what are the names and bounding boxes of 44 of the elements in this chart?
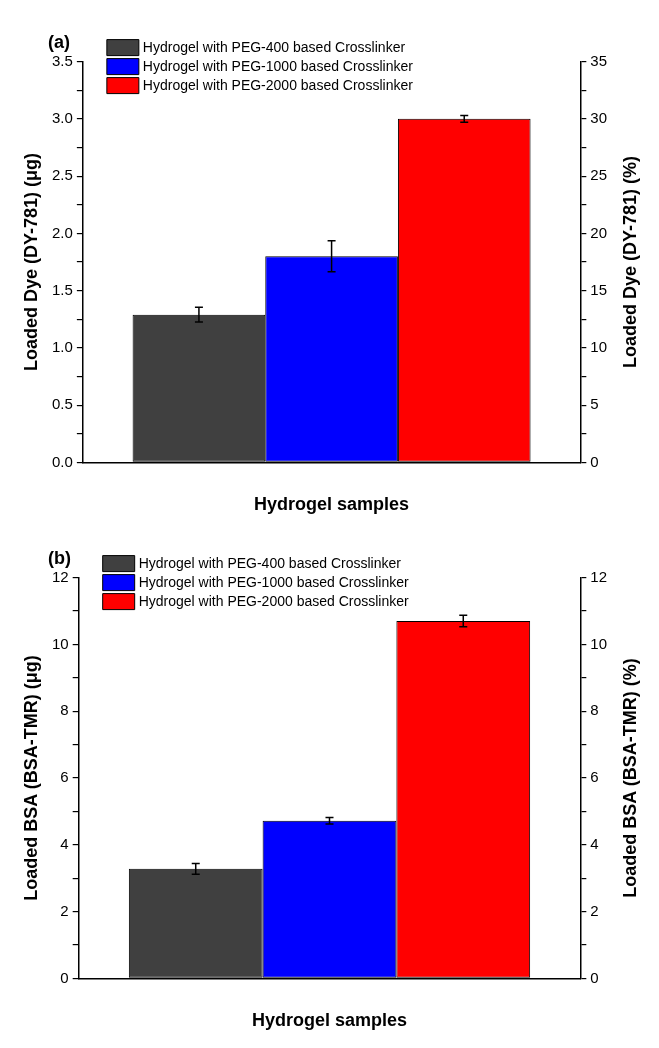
legend-label: Hydrogel with PEG-1000 based Crosslinker xyxy=(138,574,410,591)
y-tick-label: 0 xyxy=(60,968,69,986)
y2-tick-label: 2 xyxy=(590,901,599,919)
y2-tick-label: 8 xyxy=(590,701,599,719)
y-tick-label: 1.5 xyxy=(51,280,73,298)
y2-tick-label: 4 xyxy=(590,834,599,852)
y2-tick-label: 25 xyxy=(590,166,607,184)
x-axis-title: Hydrogel samples xyxy=(254,494,410,515)
y2-tick-label: 15 xyxy=(590,280,607,298)
y-tick-label: 0.5 xyxy=(51,395,73,413)
y-tick-label: 0.0 xyxy=(51,452,73,470)
chart-title: (a) xyxy=(48,31,70,52)
y2-axis-title: Loaded BSA (BSA-TMR) (%) xyxy=(619,658,640,898)
y2-tick-label: 35 xyxy=(590,51,607,69)
y-tick-label: 1.0 xyxy=(51,338,73,356)
legend-label: Hydrogel with PEG-1000 based Crosslinker xyxy=(142,58,414,75)
y2-tick-label: 5 xyxy=(590,395,599,413)
y2-tick-label: 0 xyxy=(590,968,599,986)
y-axis-title: Loaded BSA (BSA-TMR) (μg) xyxy=(20,655,41,901)
legend-label: Hydrogel with PEG-2000 based Crosslinker xyxy=(138,593,410,610)
legend-label: Hydrogel with PEG-400 based Crosslinker xyxy=(138,555,402,572)
y2-tick-label: 30 xyxy=(590,109,607,126)
x-axis-title: Hydrogel samples xyxy=(251,1010,408,1031)
y2-tick-label: 10 xyxy=(590,634,607,652)
legend-label: Hydrogel with PEG-2000 based Crosslinker xyxy=(142,77,414,94)
y-tick-label: 2.5 xyxy=(51,166,73,184)
y-tick-label: 3.5 xyxy=(51,51,73,69)
y2-tick-label: 10 xyxy=(590,338,607,356)
y2-tick-label: 20 xyxy=(590,223,607,241)
y2-tick-label: 0 xyxy=(590,452,599,470)
y-axis-title: Loaded Dye (DY-781) (μg) xyxy=(20,152,41,372)
y-tick-label: 4 xyxy=(60,834,69,852)
chart-title: (b) xyxy=(48,547,71,568)
y-tick-label: 10 xyxy=(52,634,69,652)
y-tick-label: 8 xyxy=(60,701,69,719)
y-tick-label: 2 xyxy=(60,901,69,919)
y-tick-label: 2.0 xyxy=(51,223,73,241)
y-tick-label: 12 xyxy=(52,567,69,585)
legend-label: Hydrogel with PEG-400 based Crosslinker xyxy=(142,39,406,56)
y2-axis-title: Loaded Dye (DY-781) (%) xyxy=(619,155,640,369)
y2-tick-label: 6 xyxy=(590,768,599,786)
y2-tick-label: 12 xyxy=(590,567,607,585)
y-tick-label: 6 xyxy=(60,768,69,786)
y-tick-label: 3.0 xyxy=(51,109,73,126)
